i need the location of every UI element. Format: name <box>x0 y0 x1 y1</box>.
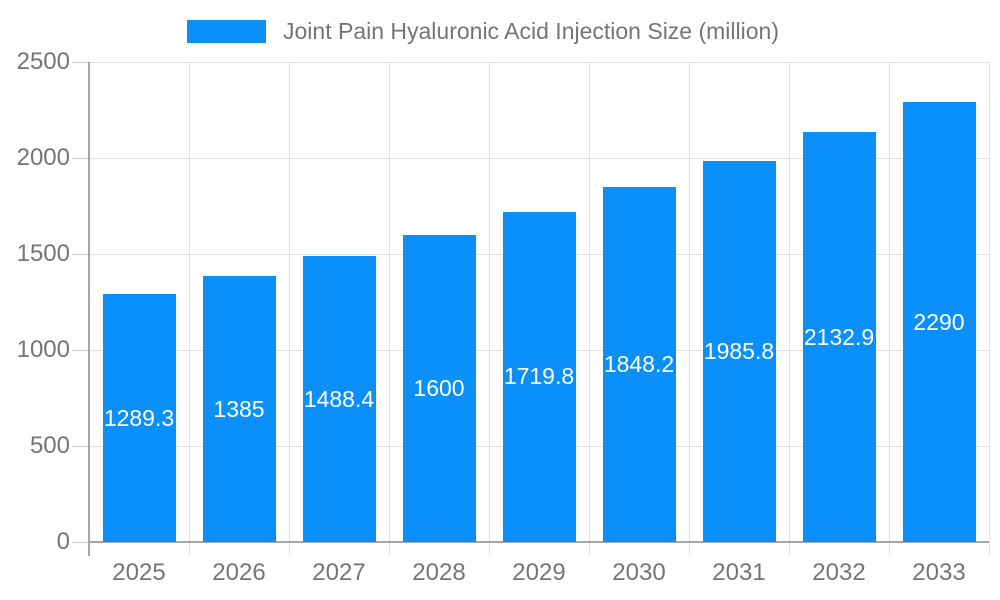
x-gridline <box>689 62 690 542</box>
bar-value-label: 1385 <box>213 395 265 422</box>
bar-value-label: 1719.8 <box>503 363 575 390</box>
y-axis-line <box>88 62 90 556</box>
x-tick-label: 2032 <box>812 559 866 586</box>
x-tick <box>989 542 990 555</box>
x-tick <box>189 542 190 555</box>
bar-value-label: 1488.4 <box>303 385 375 412</box>
bar-value-label: 1848.2 <box>603 351 675 378</box>
y-tick <box>72 62 89 63</box>
bar-2025: 1289.3 <box>102 294 176 542</box>
y-gridline <box>89 158 989 159</box>
y-tick <box>72 542 89 543</box>
bar-value-label: 2132.9 <box>803 323 875 350</box>
bar-2026: 1385 <box>202 276 276 542</box>
y-tick-label: 2000 <box>16 144 70 171</box>
y-tick <box>72 254 89 255</box>
x-axis-line <box>89 541 989 543</box>
bar-value-label: 1289.3 <box>103 404 175 431</box>
y-tick <box>72 446 89 447</box>
x-gridline <box>189 62 190 542</box>
legend-label: Joint Pain Hyaluronic Acid Injection Siz… <box>283 18 779 44</box>
bar-2027: 1488.4 <box>302 256 376 542</box>
x-gridline <box>389 62 390 542</box>
x-tick-label: 2030 <box>612 559 666 586</box>
x-tick <box>889 542 890 555</box>
y-tick-label: 1000 <box>16 336 70 363</box>
y-tick-label: 0 <box>56 528 70 555</box>
y-tick <box>72 158 89 159</box>
bar-value-label: 1600 <box>413 374 465 401</box>
y-tick-label: 2500 <box>16 48 70 75</box>
x-tick-label: 2031 <box>712 559 766 586</box>
x-gridline <box>289 62 290 542</box>
bar-value-label: 1985.8 <box>703 337 775 364</box>
bar-2032: 2132.9 <box>802 132 876 542</box>
bar-value-label: 2290 <box>913 308 965 335</box>
x-gridline <box>489 62 490 542</box>
y-gridline <box>89 62 989 63</box>
y-tick <box>72 350 89 351</box>
x-tick-label: 2033 <box>912 559 966 586</box>
x-tick <box>489 542 490 555</box>
legend-item[interactable]: Joint Pain Hyaluronic Acid Injection Siz… <box>187 16 779 46</box>
y-tick-label: 500 <box>29 432 70 459</box>
x-tick <box>389 542 390 555</box>
x-tick-label: 2029 <box>512 559 566 586</box>
x-gridline <box>989 62 990 542</box>
x-gridline <box>789 62 790 542</box>
x-tick <box>789 542 790 555</box>
y-tick-label: 1500 <box>16 240 70 267</box>
x-tick <box>289 542 290 555</box>
legend-swatch-icon <box>187 19 266 43</box>
x-gridline <box>589 62 590 542</box>
x-tick-label: 2028 <box>412 559 466 586</box>
bar-2031: 1985.8 <box>702 160 776 542</box>
x-gridline <box>889 62 890 542</box>
x-tick-label: 2026 <box>212 559 266 586</box>
x-tick <box>589 542 590 555</box>
bar-2028: 1600 <box>402 234 476 542</box>
bar-2030: 1848.2 <box>602 187 676 542</box>
x-tick <box>689 542 690 555</box>
bar-2033: 2290 <box>902 102 976 542</box>
x-tick-label: 2025 <box>112 559 166 586</box>
x-tick-label: 2027 <box>312 559 366 586</box>
bar-2029: 1719.8 <box>502 211 576 542</box>
